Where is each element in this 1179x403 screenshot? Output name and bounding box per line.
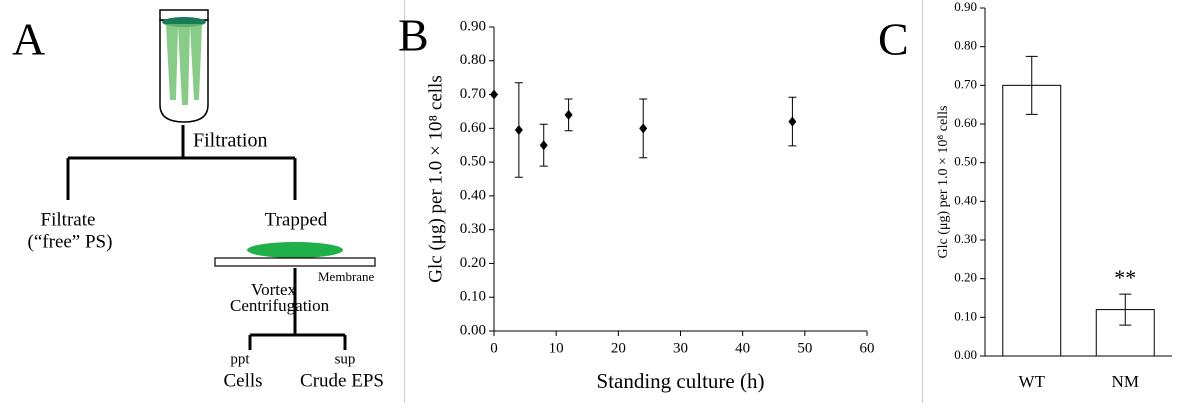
y-tick-label: 0.50 [954, 154, 977, 169]
step: Vortex [251, 280, 297, 299]
x-tick-label: 10 [549, 340, 564, 356]
x-tick-label: NM [1112, 372, 1139, 391]
x-tick-label: 50 [797, 340, 812, 356]
tree-lines [66, 125, 297, 200]
x-tick-label: 20 [611, 340, 626, 356]
x-tick-label: 40 [735, 340, 750, 356]
y-tick-label: 0.60 [460, 120, 486, 136]
y-tick-label: 0.20 [460, 255, 486, 271]
step: ppt [230, 351, 250, 367]
y-tick-label: 0.80 [460, 52, 486, 68]
y-tick-label: 0.00 [954, 347, 977, 362]
bar [1002, 84, 1062, 357]
culture [166, 24, 202, 105]
panel-label: B [398, 10, 429, 61]
step: Centrifugation [230, 296, 330, 315]
x-tick-label: 30 [673, 340, 688, 356]
point [490, 89, 498, 100]
error-bar [1025, 55, 1038, 115]
y-axis-label: Glc (μg) per 1.0 × 10⁸ cells [425, 75, 446, 282]
step: Filtrate [41, 209, 96, 230]
panel-label: A [12, 14, 45, 65]
y-tick-label: 0.10 [460, 289, 486, 305]
panel-a: A Filtration Filtrate (“free” PS) Trappe… [12, 9, 384, 391]
annotation: ** [1114, 265, 1136, 290]
point [564, 109, 573, 120]
x-axis-label: Standing culture (h) [597, 369, 765, 393]
point [639, 123, 648, 134]
y-tick-label: 0.70 [954, 76, 977, 91]
point [788, 116, 797, 127]
step: (“free” PS) [28, 231, 113, 252]
x-tick-label: 60 [860, 340, 875, 356]
y-tick-label: 0.70 [460, 86, 486, 102]
point [539, 140, 548, 151]
step: Filtration [193, 130, 267, 152]
y-tick-label: 0.40 [460, 187, 486, 203]
cells-blob [247, 242, 343, 258]
step: Cells [223, 370, 262, 391]
y-tick-label: 0.30 [954, 231, 977, 246]
point [514, 125, 523, 136]
y-tick-label: 0.20 [954, 270, 977, 285]
y-tick-label: 0.50 [460, 154, 486, 170]
y-tick-label: 0.30 [460, 221, 486, 237]
step: sup [335, 351, 356, 367]
y-tick-label: 0.00 [460, 322, 486, 338]
y-tick-label: 0.80 [954, 38, 977, 53]
y-tick-label: 0.90 [460, 18, 486, 34]
y-axis-label: Glc (μg) per 1.0 × 10⁸ cells [936, 106, 951, 259]
y-tick-label: 0.40 [954, 192, 977, 207]
y-tick-label: 0.60 [954, 115, 977, 130]
x-tick-label: WT [1019, 372, 1046, 391]
step: Trapped [265, 209, 328, 230]
membrane [214, 257, 376, 267]
tree-lines [248, 268, 347, 350]
panel-label: C [878, 14, 909, 65]
y-tick-label: 0.10 [954, 308, 977, 323]
y-tick-label: 0.90 [954, 0, 977, 14]
step: Crude EPS [300, 370, 384, 391]
x-tick-label: 0 [490, 340, 498, 356]
error-bar [1119, 293, 1132, 326]
step: Membrane [318, 269, 375, 284]
